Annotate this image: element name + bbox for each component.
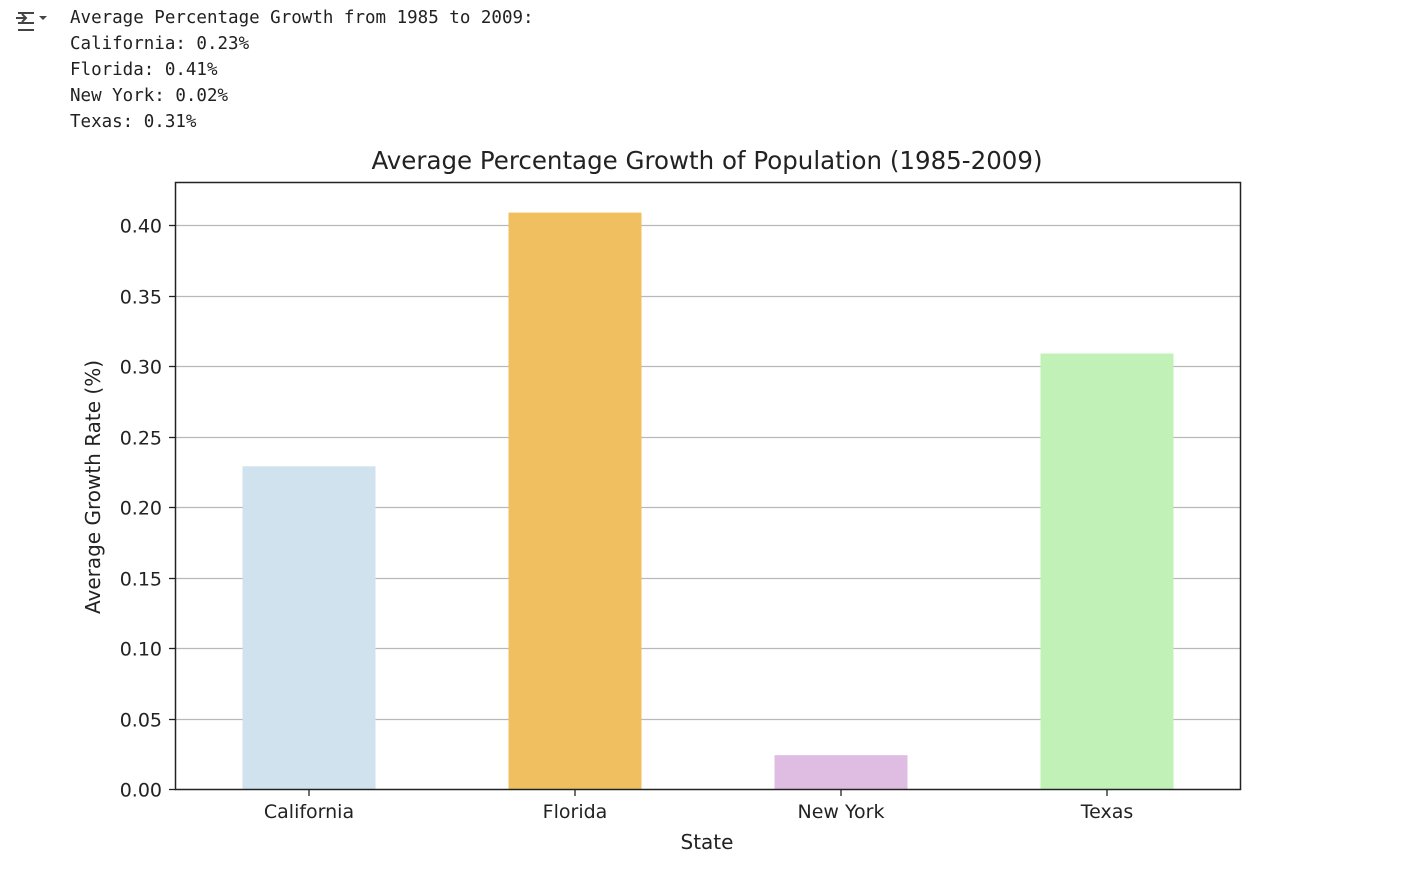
x-tick-label: Texas [1080, 801, 1134, 823]
y-tick-label: 0.15 [120, 569, 162, 591]
bar-florida [508, 212, 642, 790]
y-axis-label: Average Growth Rate (%) [81, 360, 105, 614]
output-collapse-icon[interactable] [14, 4, 50, 34]
y-tick-label: 0.10 [120, 639, 162, 661]
axis-ticks: 0.00 0.05 0.10 0.15 0.20 0.25 0.30 0.35 0.40 Cali… [120, 216, 1134, 824]
bar-texas [1040, 353, 1174, 789]
output-heading: Average Percentage Growth from 1985 to 2… [70, 8, 534, 28]
y-tick-label: 0.20 [120, 498, 162, 520]
bars [242, 212, 1174, 790]
x-tick-label: Florida [543, 801, 608, 823]
x-tick-label: California [264, 801, 354, 823]
y-tick-label: 0.05 [120, 710, 162, 732]
plot-frame [174, 181, 1242, 791]
bar-new-york [774, 755, 908, 789]
x-tick-label: New York [797, 801, 884, 823]
y-tick-label: 0.25 [120, 428, 162, 450]
x-axis-label: State [681, 830, 734, 854]
output-line-new-york: New York: 0.02% [70, 86, 229, 106]
output-line-california: California: 0.23% [70, 34, 250, 54]
y-tick-label: 0.30 [120, 357, 162, 379]
output-line-florida: Florida: 0.41% [70, 60, 218, 80]
y-tick-label: 0.35 [120, 287, 162, 309]
bar-california [242, 466, 376, 789]
y-tick-label: 0.40 [120, 216, 162, 238]
cell-output-text: Average Percentage Growth from 1985 to 2… [70, 5, 534, 135]
y-tick-label: 0.00 [120, 780, 162, 802]
output-line-texas: Texas: 0.31% [70, 112, 197, 132]
chart-title: Average Percentage Growth of Population … [371, 146, 1042, 175]
